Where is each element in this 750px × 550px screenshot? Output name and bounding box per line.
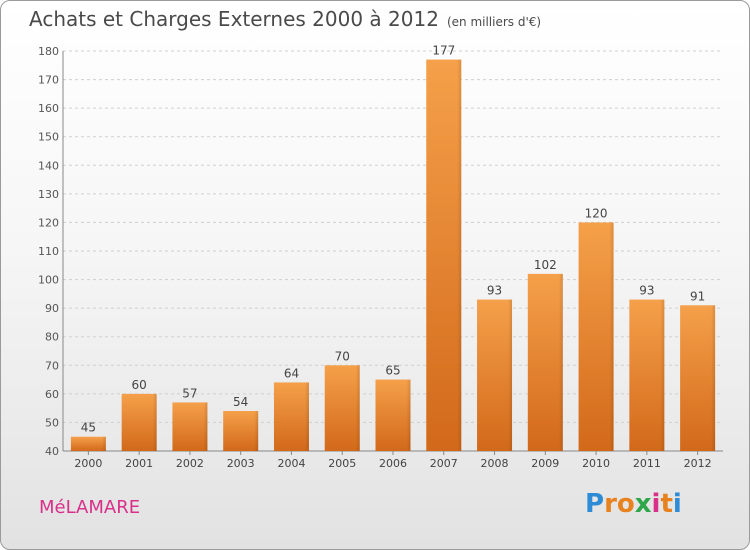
x-tick-label: 2008 (481, 457, 509, 470)
y-tick-label: 50 (45, 416, 59, 429)
logo-letter: i (672, 489, 682, 519)
data-label: 70 (335, 349, 350, 363)
x-tick-label: 2001 (125, 457, 153, 470)
y-tick-label: 40 (45, 445, 59, 458)
bar-shade (508, 299, 513, 451)
logo-letter: r (604, 489, 617, 519)
x-tick-label: 2000 (74, 457, 102, 470)
x-tick-label: 2012 (684, 457, 712, 470)
bar-shade (406, 379, 411, 451)
y-tick-label: 90 (45, 302, 59, 315)
y-tick-label: 80 (45, 331, 59, 344)
logo-letter: P (585, 489, 605, 519)
y-tick-label: 100 (38, 274, 59, 287)
bar-shade (254, 411, 259, 451)
y-tick-label: 160 (38, 102, 59, 115)
data-label: 65 (385, 364, 400, 378)
data-label: 177 (432, 44, 455, 58)
x-tick-label: 2004 (277, 457, 305, 470)
bar (70, 436, 106, 451)
y-tick-label: 110 (38, 245, 59, 258)
x-tick-label: 2006 (379, 457, 407, 470)
bar-shade (609, 222, 614, 451)
bar-shade (457, 59, 462, 451)
data-label: 64 (284, 366, 299, 380)
x-tick-label: 2007 (430, 457, 458, 470)
data-label: 120 (585, 206, 608, 220)
bar-shade (711, 305, 716, 451)
bar (375, 379, 411, 451)
bar (527, 273, 563, 451)
bar (426, 59, 462, 451)
bar-shade (152, 393, 157, 451)
y-tick-label: 70 (45, 359, 59, 372)
data-label: 91 (690, 289, 705, 303)
bar-shade (558, 273, 563, 451)
x-tick-label: 2009 (531, 457, 559, 470)
bar-shade (203, 402, 208, 451)
data-label: 102 (534, 258, 557, 272)
label-layer: 2000 45 2001 60 2002 57 2003 54 2004 64 2005 70 2006… (74, 44, 711, 470)
data-label: 45 (81, 421, 96, 435)
bar-shade (101, 436, 106, 451)
bar (223, 411, 259, 451)
logo-letter: o (616, 489, 635, 519)
y-tick-label: 120 (38, 216, 59, 229)
y-tick-label: 60 (45, 388, 59, 401)
data-label: 57 (182, 386, 197, 400)
data-label: 60 (132, 378, 147, 392)
data-label: 93 (639, 284, 654, 298)
data-label: 54 (233, 395, 248, 409)
data-label: 93 (487, 284, 502, 298)
bar-shade (304, 382, 309, 451)
y-tick-label: 180 (38, 45, 59, 58)
bar-shade (660, 299, 665, 451)
bar-layer (70, 59, 716, 451)
bar (578, 222, 614, 451)
x-tick-label: 2011 (633, 457, 661, 470)
y-tick-label: 170 (38, 74, 59, 87)
bar (121, 393, 157, 451)
x-tick-label: 2005 (328, 457, 356, 470)
bar (273, 382, 309, 451)
bar (629, 299, 665, 451)
commune-name: MéLAMARE (39, 497, 141, 518)
y-tick-label: 130 (38, 188, 59, 201)
bar (324, 365, 360, 451)
y-tick-label: 140 (38, 159, 59, 172)
logo-letter: i (651, 489, 661, 519)
logo-letter: t (660, 489, 673, 519)
bar (477, 299, 513, 451)
title-unit: (en milliers d'€) (446, 15, 542, 29)
x-tick-label: 2003 (227, 457, 255, 470)
bar (172, 402, 208, 451)
bar-shade (355, 365, 360, 451)
logo-letter: x (634, 489, 652, 519)
proxiti-logo[interactable]: Proxiti (585, 489, 682, 519)
y-tick-label: 150 (38, 131, 59, 144)
x-tick-label: 2010 (582, 457, 610, 470)
bar (680, 305, 716, 451)
title-text: Achats et Charges Externes 2000 à 2012 (29, 7, 439, 31)
chart-title: Achats et Charges Externes 2000 à 2012 (e… (29, 7, 541, 31)
x-tick-label: 2002 (176, 457, 204, 470)
